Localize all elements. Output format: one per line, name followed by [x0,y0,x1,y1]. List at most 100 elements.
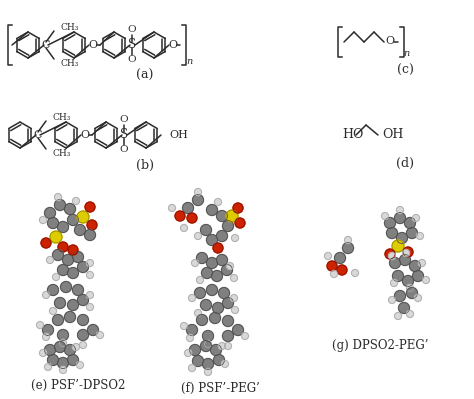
Circle shape [182,203,193,213]
Text: O: O [168,40,178,50]
Circle shape [74,225,85,235]
Circle shape [186,334,193,342]
Circle shape [407,227,418,239]
Text: CH₃: CH₃ [53,113,72,122]
Circle shape [181,322,188,330]
Circle shape [414,294,421,302]
Circle shape [50,231,62,243]
Circle shape [222,316,234,326]
Circle shape [201,300,211,310]
Text: n: n [186,57,192,67]
Circle shape [382,213,389,219]
Circle shape [410,261,420,271]
Circle shape [85,202,95,212]
Circle shape [47,284,58,296]
Circle shape [335,253,346,263]
Circle shape [86,271,93,279]
Circle shape [36,322,44,328]
Circle shape [389,253,395,259]
Circle shape [46,257,54,263]
Circle shape [47,354,58,365]
Circle shape [233,203,243,213]
Circle shape [207,284,218,296]
Circle shape [175,211,185,221]
Circle shape [57,330,69,340]
Text: CH₃: CH₃ [53,148,72,158]
Circle shape [45,207,55,219]
Circle shape [60,367,66,373]
Circle shape [217,211,228,221]
Circle shape [55,200,65,211]
Circle shape [389,296,395,304]
Circle shape [212,302,224,314]
Circle shape [407,284,413,292]
Text: (d): (d) [396,156,414,170]
Circle shape [396,207,403,213]
Circle shape [60,340,66,346]
Text: O: O [128,26,137,34]
Circle shape [58,242,68,252]
Circle shape [213,354,225,365]
Circle shape [53,249,64,261]
Circle shape [201,225,211,235]
Circle shape [49,308,56,314]
Circle shape [231,235,238,241]
Circle shape [392,240,404,252]
Circle shape [231,306,238,314]
Circle shape [86,292,93,298]
Text: HO: HO [342,128,364,142]
Circle shape [73,344,80,350]
Circle shape [45,344,55,356]
Circle shape [345,237,352,243]
Text: O: O [128,55,137,65]
Circle shape [63,255,73,265]
Circle shape [192,356,203,367]
Circle shape [233,324,244,336]
Circle shape [55,342,65,352]
Circle shape [78,261,89,273]
Circle shape [186,324,198,336]
Circle shape [422,277,429,284]
Circle shape [189,294,195,302]
Circle shape [386,227,398,239]
Circle shape [201,267,212,279]
Circle shape [197,253,208,263]
Circle shape [390,257,401,269]
Circle shape [230,294,237,302]
Circle shape [392,271,403,282]
Text: n: n [403,49,409,59]
Circle shape [191,259,199,267]
Circle shape [241,332,248,340]
Circle shape [68,245,78,255]
Circle shape [86,304,93,310]
Text: (a): (a) [137,69,154,81]
Circle shape [41,238,51,248]
Circle shape [407,288,418,298]
Circle shape [222,221,234,231]
Circle shape [213,243,223,253]
Circle shape [207,205,218,215]
Text: (f) PSF’-PEG’: (f) PSF’-PEG’ [181,381,259,395]
Circle shape [202,330,213,342]
Text: S: S [120,128,128,142]
Circle shape [202,358,213,369]
Text: O: O [81,130,90,140]
Text: (c): (c) [397,63,413,77]
Circle shape [194,233,201,239]
Text: CH₃: CH₃ [61,22,79,32]
Circle shape [210,344,221,356]
Circle shape [64,203,75,215]
Circle shape [76,361,83,369]
Circle shape [86,259,93,267]
Circle shape [39,217,46,223]
Circle shape [78,294,89,306]
Circle shape [226,210,238,222]
Text: O: O [120,146,128,154]
Circle shape [221,265,233,275]
Circle shape [219,342,226,350]
Circle shape [57,358,69,369]
Circle shape [192,194,203,205]
Circle shape [67,215,79,225]
Circle shape [184,350,191,356]
Circle shape [77,211,89,223]
